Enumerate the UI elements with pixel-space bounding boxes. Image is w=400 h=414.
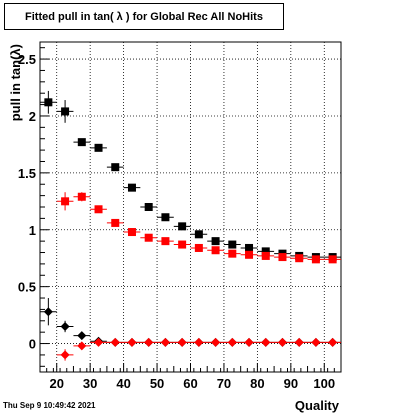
data-point: [110, 337, 120, 347]
y-tick-label: 0.5: [18, 280, 36, 295]
data-point: [60, 350, 70, 360]
data-point: [127, 228, 136, 237]
data-point: [211, 246, 220, 255]
data-point: [94, 205, 103, 214]
chart-title-box: Fitted pull in tan( λ ) for Global Rec A…: [4, 3, 284, 30]
x-tick-label: 90: [284, 376, 298, 391]
data-point: [261, 247, 270, 256]
data-point: [144, 337, 154, 347]
data-point: [94, 337, 104, 347]
x-tick-label: 40: [116, 376, 130, 391]
y-tick-label: 1.5: [18, 166, 36, 181]
y-tick-label: 2.5: [18, 52, 36, 67]
data-point: [261, 337, 271, 347]
data-point: [328, 337, 338, 347]
data-point: [311, 255, 320, 264]
x-tick-label: 20: [49, 376, 63, 391]
data-point: [228, 249, 237, 258]
y-tick-label: 2: [29, 109, 36, 124]
data-point: [194, 337, 204, 347]
data-point: [261, 251, 270, 260]
data-point: [211, 337, 221, 347]
axis-ticks: 20 30 40 50 60 70 80 90 100 0 0.5 1 1.5 2 2.5: [18, 47, 342, 391]
data-point: [161, 213, 170, 222]
y-tick-label: 0: [29, 337, 36, 352]
x-tick-label: 50: [150, 376, 164, 391]
data-point: [77, 192, 86, 201]
data-point: [44, 98, 53, 107]
timestamp: Thu Sep 9 10:49:42 2021: [3, 401, 96, 410]
data-point: [144, 233, 153, 242]
data-point: [194, 243, 203, 252]
y-tick-label: 1: [29, 223, 36, 238]
x-tick-label: 60: [183, 376, 197, 391]
data-point: [77, 331, 87, 341]
data-point: [328, 255, 337, 264]
data-point: [311, 337, 321, 347]
grid-lines: [40, 42, 341, 372]
x-tick-label: 100: [313, 376, 335, 391]
chart-title: Fitted pull in tan( λ ) for Global Rec A…: [25, 11, 263, 23]
data-point: [294, 337, 304, 347]
data-point: [94, 143, 103, 152]
x-tick-label: 70: [217, 376, 231, 391]
data-point: [61, 107, 70, 116]
x-tick-label: 80: [250, 376, 264, 391]
x-tick-label: 30: [83, 376, 97, 391]
data-point: [60, 321, 70, 331]
data-point: [277, 337, 287, 347]
data-point: [111, 163, 120, 172]
data-point: [211, 237, 220, 246]
data-point: [77, 138, 86, 147]
data-point: [278, 253, 287, 262]
data-point: [161, 237, 170, 246]
data-point: [177, 337, 187, 347]
data-point: [77, 341, 87, 351]
data-point: [144, 203, 153, 211]
data-point: [127, 337, 137, 347]
data-point: [111, 218, 120, 227]
data-point: [178, 222, 187, 231]
data-point: [160, 337, 170, 347]
data-point: [245, 243, 254, 252]
data-marks: [40, 90, 341, 361]
data-point: [295, 254, 304, 263]
data-point: [178, 240, 187, 249]
data-point: [43, 307, 53, 317]
data-point: [61, 197, 70, 206]
data-point: [228, 240, 237, 249]
data-point: [127, 183, 136, 192]
y-axis-title: pull in tan(λ): [8, 44, 23, 121]
data-point: [244, 337, 254, 347]
x-axis-title: Quality: [295, 398, 340, 413]
data-point: [194, 230, 203, 239]
data-point: [245, 250, 254, 259]
data-point: [227, 337, 237, 347]
